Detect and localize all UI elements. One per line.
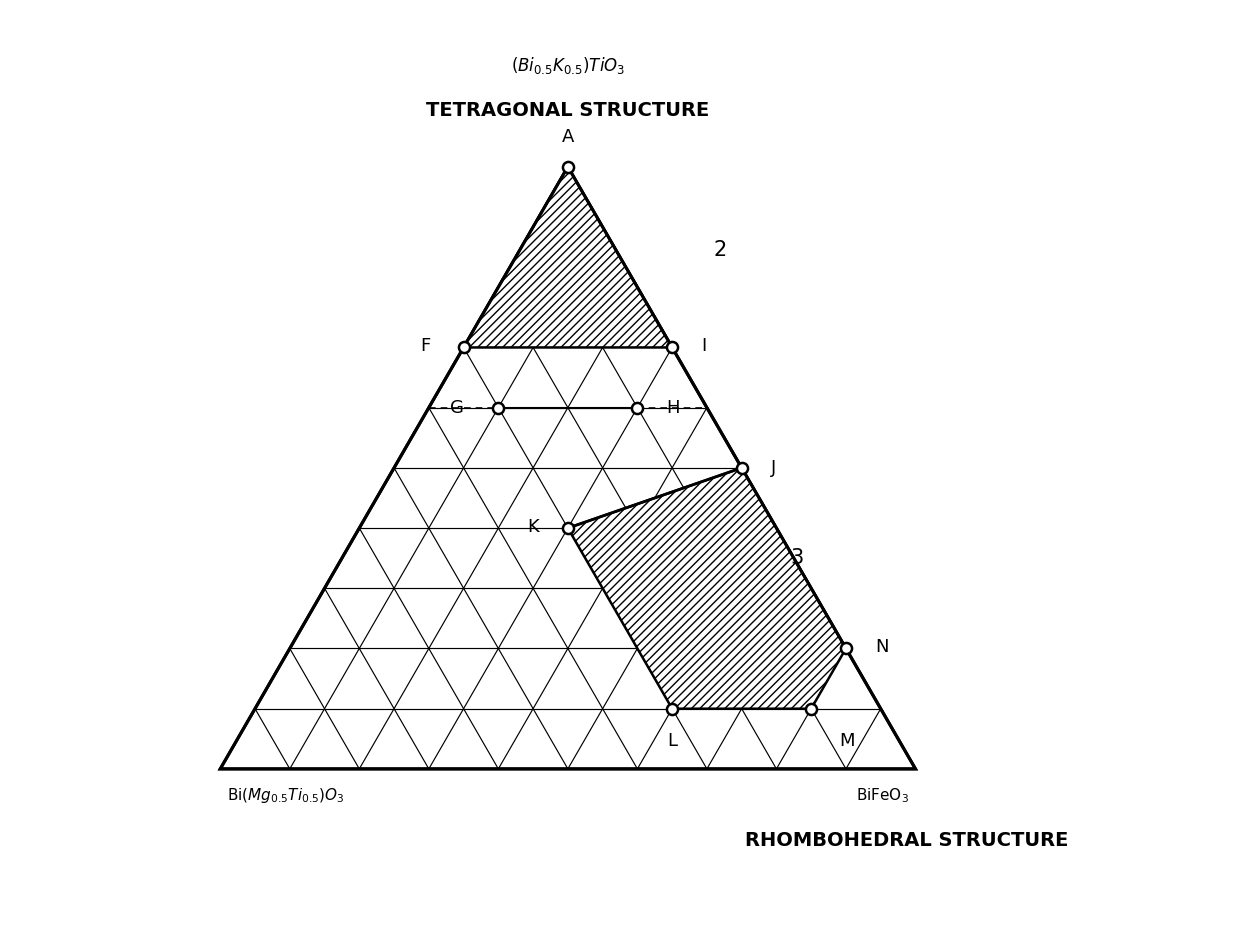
Text: G: G (450, 399, 464, 417)
Text: 2: 2 (714, 240, 727, 260)
Polygon shape (568, 468, 846, 708)
Text: TETRAGONAL STRUCTURE: TETRAGONAL STRUCTURE (427, 101, 709, 119)
Text: N: N (875, 638, 889, 657)
Text: F: F (420, 337, 430, 355)
Text: BiFeO$_3$: BiFeO$_3$ (856, 786, 909, 805)
Text: Bi$(Mg_{0.5}Ti_{0.5})O_3$: Bi$(Mg_{0.5}Ti_{0.5})O_3$ (227, 786, 345, 806)
Text: L: L (667, 732, 677, 750)
Text: RHOMBOHEDRAL STRUCTURE: RHOMBOHEDRAL STRUCTURE (745, 832, 1069, 850)
Text: M: M (839, 732, 854, 750)
Text: 3: 3 (790, 548, 804, 569)
Text: A: A (562, 128, 574, 146)
Text: H: H (667, 399, 680, 417)
Text: K: K (527, 518, 538, 535)
Text: J: J (771, 459, 776, 477)
Text: $(Bi_{0.5}K_{0.5})TiO_3$: $(Bi_{0.5}K_{0.5})TiO_3$ (511, 56, 625, 77)
Text: I: I (702, 337, 707, 355)
Polygon shape (464, 167, 672, 347)
